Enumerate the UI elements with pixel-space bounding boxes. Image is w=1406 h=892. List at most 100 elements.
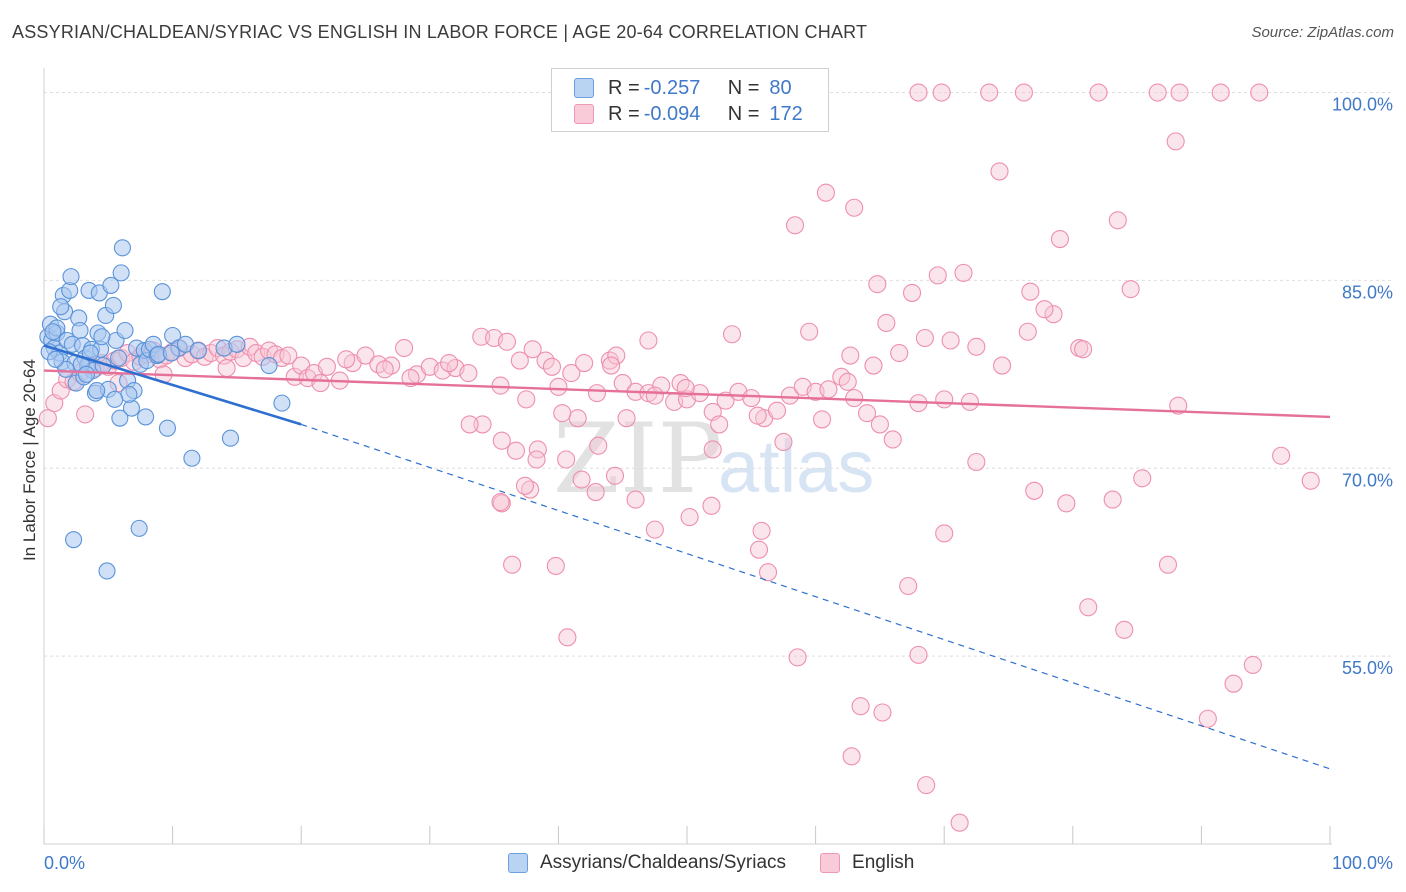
english-point <box>645 386 664 405</box>
english-point <box>279 346 298 365</box>
english-point <box>549 377 568 396</box>
english-point <box>473 415 492 434</box>
english-point <box>586 483 605 502</box>
english-point <box>857 404 877 423</box>
english-point <box>375 360 394 379</box>
series-swatch-blue <box>508 853 528 873</box>
english-point <box>497 332 517 351</box>
english-point <box>1014 83 1033 102</box>
english-point <box>917 776 936 795</box>
english-point <box>703 440 722 459</box>
english-point <box>954 263 973 282</box>
legend-row-assyrian: R = -0.257 N = 80 <box>574 76 792 100</box>
english-point <box>785 216 805 235</box>
english-point <box>842 747 861 766</box>
english-point <box>626 490 645 509</box>
legend-r-label: R = <box>608 76 640 99</box>
watermark-zip: ZIP <box>553 403 722 515</box>
english-point <box>503 555 522 574</box>
assyrian-point <box>47 350 65 368</box>
english-point <box>440 354 459 373</box>
english-point <box>932 83 951 102</box>
english-point <box>553 404 572 423</box>
assyrian-point <box>260 357 278 375</box>
english-point <box>1158 555 1178 574</box>
english-point <box>788 648 807 667</box>
english-point <box>1021 282 1040 301</box>
english-point <box>767 401 787 420</box>
y-tick-label: 100.0% <box>1332 95 1393 115</box>
english-point <box>285 367 304 386</box>
trend-lines <box>43 344 1331 770</box>
assyrian-point <box>130 519 148 537</box>
english-point <box>1211 83 1230 102</box>
x-tick-label: 0.0% <box>44 853 85 873</box>
english-point <box>990 162 1009 181</box>
english-point <box>816 183 835 202</box>
english-point <box>928 266 947 285</box>
legend-swatch-pink <box>574 104 594 124</box>
assyrian-point <box>120 385 138 403</box>
assyrian-point <box>116 321 134 340</box>
english-point <box>401 369 420 388</box>
english-point <box>1166 132 1185 151</box>
english-point <box>542 357 562 376</box>
english-point <box>883 430 902 449</box>
legend-row-english: R = -0.094 N = 172 <box>574 102 803 126</box>
english-point <box>510 351 529 370</box>
english-point <box>38 409 57 428</box>
assyrian-points <box>39 239 291 580</box>
source-label: Source: ZipAtlas.com <box>1251 24 1394 41</box>
tick-labels: 55.0% 70.0% 85.0% 100.0% 0.0% 100.0% <box>44 95 1393 873</box>
y-tick-label: 55.0% <box>1342 658 1393 678</box>
english-point <box>311 374 330 393</box>
english-point <box>873 703 892 722</box>
legend-r-value: -0.257 <box>643 76 701 99</box>
legend-n-value: 172 <box>769 102 803 125</box>
english-point <box>639 331 658 350</box>
assyrian-trend-dashed <box>301 423 1331 770</box>
assyrian-point <box>102 276 120 294</box>
legend-n-label: N = <box>727 76 760 99</box>
assyrian-point <box>52 298 70 316</box>
english-point <box>1074 340 1093 359</box>
english-point <box>722 325 742 344</box>
assyrian-point <box>221 429 240 447</box>
y-tick-label: 85.0% <box>1342 282 1393 302</box>
assyrian-point <box>57 360 75 378</box>
english-point <box>902 283 922 302</box>
english-point <box>546 556 565 576</box>
english-point <box>671 374 690 393</box>
english-point <box>1250 83 1269 102</box>
english-point <box>1079 598 1098 617</box>
english-point <box>317 357 336 376</box>
english-point <box>749 540 769 559</box>
english-point <box>909 83 928 102</box>
english-point <box>568 409 587 428</box>
english-point <box>515 476 535 495</box>
assyrian-point <box>158 419 177 437</box>
assyrian-point <box>273 394 291 412</box>
english-point <box>395 338 414 358</box>
english-point <box>752 521 771 540</box>
series-legend-assyrian: Assyrians/Chaldeans/Syriacs <box>508 852 786 874</box>
legend-r-label: R = <box>608 102 640 125</box>
legend-n-value: 80 <box>769 76 792 99</box>
english-point <box>838 372 857 391</box>
assyrian-point <box>189 341 207 360</box>
english-point <box>899 576 918 596</box>
assyrian-point <box>153 283 171 301</box>
english-point <box>915 328 934 348</box>
english-point <box>941 331 960 350</box>
english-point <box>607 346 626 365</box>
english-point <box>472 327 491 346</box>
english-point <box>864 356 883 375</box>
assyrian-point <box>162 344 180 362</box>
english-point <box>562 364 581 383</box>
english-point <box>774 432 793 452</box>
english-point <box>758 563 778 582</box>
english-point <box>558 628 577 647</box>
english-point <box>960 392 979 411</box>
assyrian-point <box>228 335 246 353</box>
english-point <box>967 337 986 356</box>
